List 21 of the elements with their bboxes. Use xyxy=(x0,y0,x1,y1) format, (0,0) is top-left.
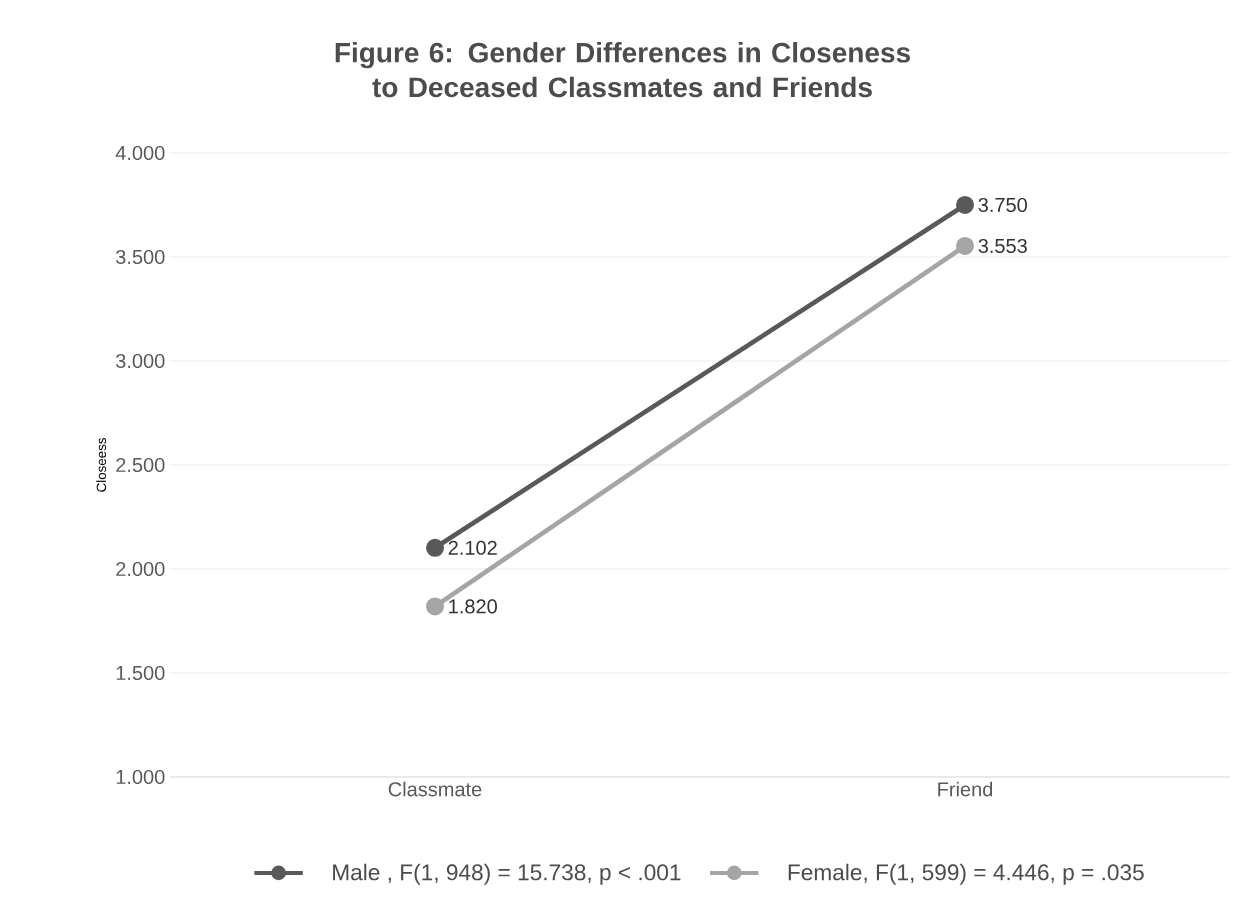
point xyxy=(426,597,445,616)
y-tick-label: 1.500 xyxy=(116,665,165,681)
x-tick-label: Friend xyxy=(938,781,993,797)
y-tick-label: 2.500 xyxy=(116,457,165,473)
point xyxy=(426,538,445,557)
chart-title: Figure 6: Gender Differences in Closeness to Deceased Classmates and Friends xyxy=(335,42,910,98)
y-tick-label: 3.000 xyxy=(116,353,165,369)
legend-label: Female, F(1, 599) = 4.446, p = .035 xyxy=(788,863,1144,885)
y-tick-label: 3.500 xyxy=(116,249,165,265)
point xyxy=(956,195,975,214)
data-label: 3.553 xyxy=(978,238,1027,254)
x-tick-label: Classmate xyxy=(388,781,482,797)
point xyxy=(956,236,975,255)
y-tick-label: 1.000 xyxy=(116,769,165,785)
data-label: 3.750 xyxy=(978,197,1027,213)
data-label: 1.820 xyxy=(449,599,497,614)
y-tick-label: 2.000 xyxy=(116,561,165,577)
y-tick-label: 4.000 xyxy=(115,145,165,161)
data-label: 2.102 xyxy=(448,540,497,555)
y-axis-title: Closeess xyxy=(96,438,107,492)
legend-label: Male , F(1, 948) = 15.738, p < .001 xyxy=(333,863,681,885)
